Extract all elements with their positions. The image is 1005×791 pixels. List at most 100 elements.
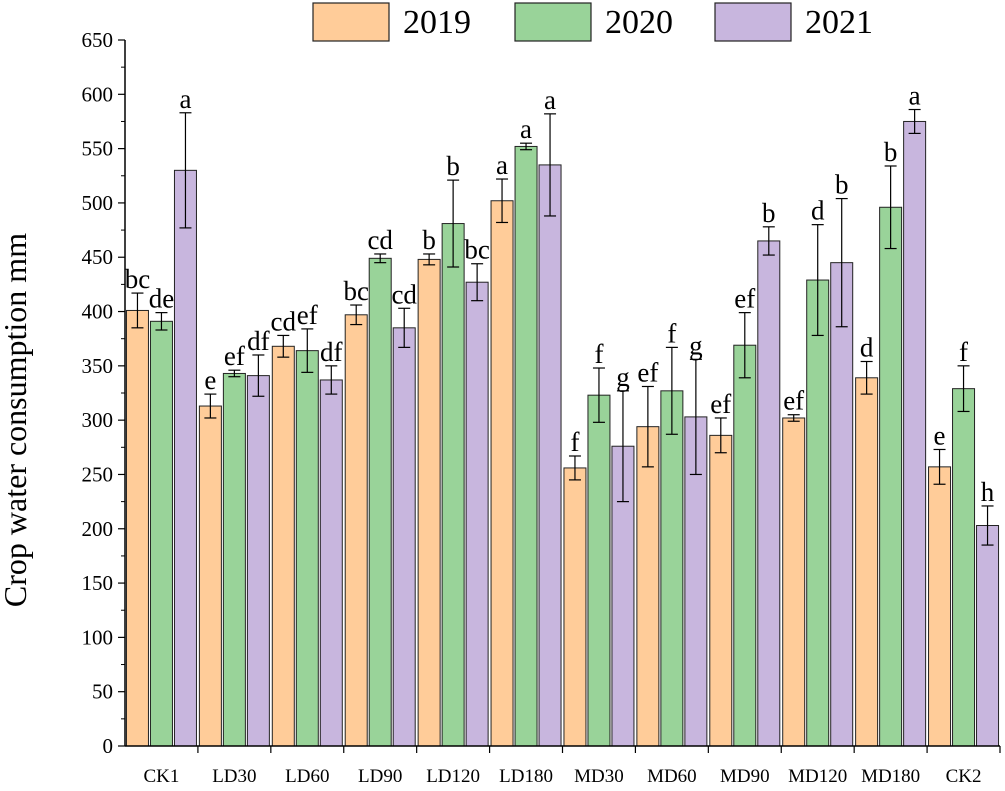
- significance-letter: ef: [637, 357, 658, 387]
- significance-letter: a: [520, 114, 532, 144]
- bar: [319, 379, 343, 747]
- significance-letter: ef: [734, 284, 755, 314]
- bar: [246, 375, 270, 747]
- significance-letter: f: [959, 337, 968, 367]
- bar: [563, 467, 587, 747]
- y-tick-label: 350: [82, 354, 114, 378]
- bar: [806, 279, 830, 747]
- significance-letter: df: [247, 326, 270, 356]
- significance-letter: f: [594, 339, 603, 369]
- x-tick-label: LD60: [285, 766, 329, 787]
- bar: [782, 417, 806, 747]
- bar: [757, 240, 781, 747]
- bar: [855, 377, 879, 747]
- y-tick-label: 100: [82, 625, 114, 649]
- y-tick-label: 50: [92, 680, 113, 704]
- y-tick-label: 0: [103, 734, 114, 758]
- bars-layer: [125, 120, 1000, 747]
- significance-letter: bc: [125, 264, 151, 294]
- bar: [125, 309, 149, 747]
- legend-swatch: [714, 2, 792, 42]
- bar: [173, 169, 197, 747]
- significance-letter: f: [570, 427, 579, 457]
- significance-letter: f: [667, 318, 676, 348]
- legend-label: 2020: [605, 4, 673, 41]
- significance-letter: a: [496, 150, 508, 180]
- significance-letter: cd: [367, 225, 393, 255]
- significance-letter: g: [616, 362, 630, 392]
- y-tick-label: 200: [82, 517, 114, 541]
- y-tick-label: 300: [82, 408, 114, 432]
- bar: [538, 164, 562, 747]
- bar: [879, 206, 903, 747]
- bar: [587, 394, 611, 747]
- bar: [733, 344, 757, 747]
- x-tick-label: LD30: [212, 766, 256, 787]
- significance-letter: bc: [464, 235, 490, 265]
- y-tick-label: 250: [82, 462, 114, 486]
- significance-letter: cd: [271, 306, 297, 336]
- legend-swatch: [514, 2, 592, 42]
- significance-letter: ef: [224, 341, 245, 371]
- significance-letter: de: [149, 284, 175, 314]
- bar: [344, 314, 368, 747]
- significance-letter: d: [811, 196, 825, 226]
- significance-letter: e: [934, 420, 946, 450]
- bar: [903, 120, 927, 747]
- x-tick-label: MD180: [861, 766, 920, 787]
- y-tick-label: 600: [82, 82, 114, 106]
- significance-letter: b: [762, 198, 776, 228]
- significance-letter: b: [884, 137, 898, 167]
- error-bars-layer: [131, 108, 994, 546]
- bar: [222, 372, 246, 747]
- bar: [976, 525, 1000, 747]
- significance-letter: ef: [783, 386, 804, 416]
- significance-letter: g: [689, 330, 703, 360]
- y-tick-label: 650: [82, 28, 114, 52]
- x-tick-label: CK1: [144, 766, 180, 787]
- bar: [368, 257, 392, 747]
- significance-letter: b: [835, 170, 849, 200]
- significance-letter: a: [179, 84, 191, 114]
- bar: [441, 223, 465, 747]
- legend-label: 2019: [403, 4, 471, 41]
- bar: [295, 350, 319, 747]
- bar: [392, 327, 416, 747]
- bar: [928, 466, 952, 747]
- y-tick-label: 400: [82, 300, 114, 324]
- significance-letter: d: [860, 333, 874, 363]
- significance-letter: a: [544, 85, 556, 115]
- bar: [465, 281, 489, 747]
- y-tick-label: 500: [82, 191, 114, 215]
- x-tick-label: LD180: [499, 766, 553, 787]
- x-tick-label: CK2: [946, 766, 982, 787]
- legend: 2019 2020 2021: [312, 2, 873, 42]
- x-tick-label: MD30: [574, 766, 624, 787]
- significance-letter: bc: [343, 276, 369, 306]
- bar: [660, 390, 684, 747]
- bar: [417, 258, 441, 747]
- x-tick-label: MD90: [720, 766, 770, 787]
- significance-letter: b: [422, 225, 436, 255]
- significance-letter: h: [981, 477, 995, 507]
- y-tick-label: 550: [82, 137, 114, 161]
- bar: [490, 200, 514, 747]
- significance-letter: cd: [391, 279, 417, 309]
- y-tick-label: 450: [82, 245, 114, 269]
- significance-letter: df: [320, 337, 343, 367]
- bar: [271, 345, 295, 747]
- significance-letter: ef: [710, 389, 731, 419]
- x-tick-label: MD60: [647, 766, 697, 787]
- bar: [198, 405, 222, 747]
- bar: [514, 145, 538, 747]
- bar: [830, 262, 854, 747]
- significance-letter: b: [446, 151, 460, 181]
- significance-letter: a: [909, 81, 921, 111]
- axes: 0 50 100 150 200 250 300 350 400 450 500 550 600 650 C…: [82, 28, 1001, 787]
- bar: [149, 320, 173, 747]
- bar: [636, 426, 660, 747]
- bar: [709, 434, 733, 747]
- legend-label: 2021: [805, 4, 873, 41]
